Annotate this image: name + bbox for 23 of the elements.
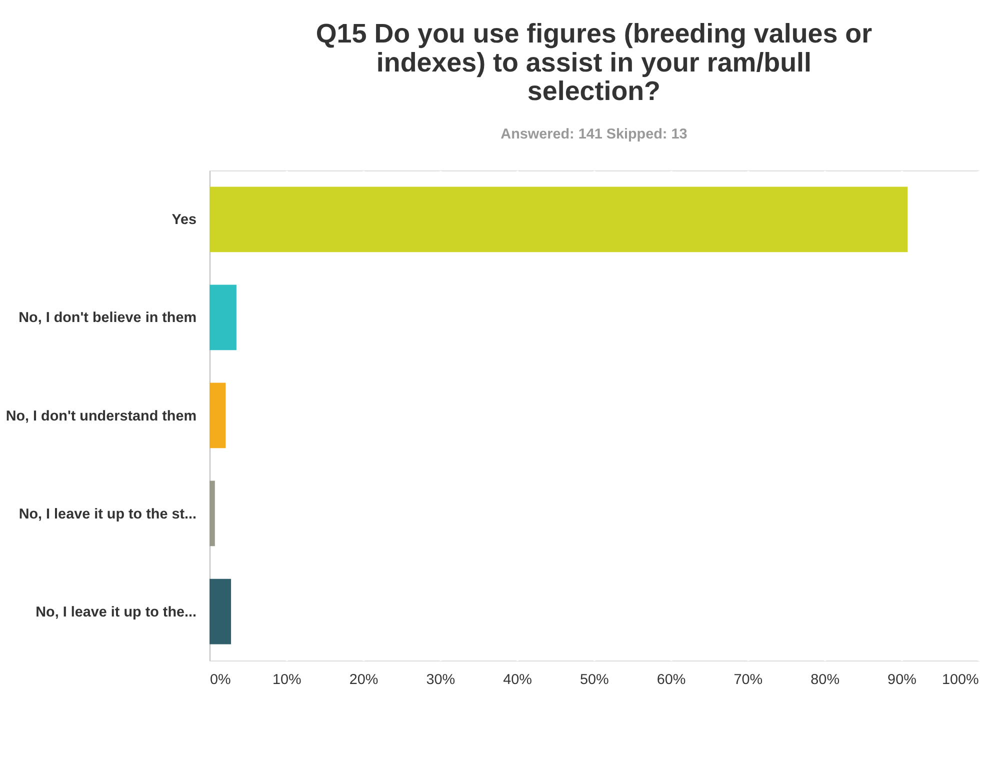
x-tick-label: 90% — [888, 672, 917, 688]
y-tick-label: No, I leave it up to the st... — [18, 506, 197, 522]
x-tick-label: 70% — [734, 672, 763, 688]
x-tick-label: 80% — [810, 672, 840, 688]
x-tick-label: 10% — [272, 672, 302, 688]
y-tick-label: No, I don't understand them — [6, 408, 197, 424]
chart-subtitle: Answered: 141 Skipped: 13 — [500, 126, 688, 143]
bar — [210, 284, 236, 350]
x-tick-label: 50% — [580, 672, 610, 688]
x-tick-label: 30% — [426, 672, 456, 688]
y-tick-label: Yes — [172, 212, 197, 228]
y-tick-label: No, I don't believe in them — [18, 310, 197, 326]
bar — [210, 186, 908, 252]
chart-title: Q15 Do you use figures (breeding values or indexes) to assist in your ram/bull selection? — [316, 18, 873, 106]
bar — [210, 480, 215, 546]
y-tick-label: No, I leave it up to the... — [36, 604, 197, 620]
x-tick-label: 40% — [503, 672, 532, 688]
x-tick-label: 20% — [349, 672, 378, 688]
x-tick-label: 100% — [942, 672, 980, 688]
x-tick-label: 0% — [210, 672, 232, 688]
bar — [210, 578, 232, 644]
x-tick-label: 60% — [656, 672, 686, 688]
bar — [210, 382, 226, 448]
